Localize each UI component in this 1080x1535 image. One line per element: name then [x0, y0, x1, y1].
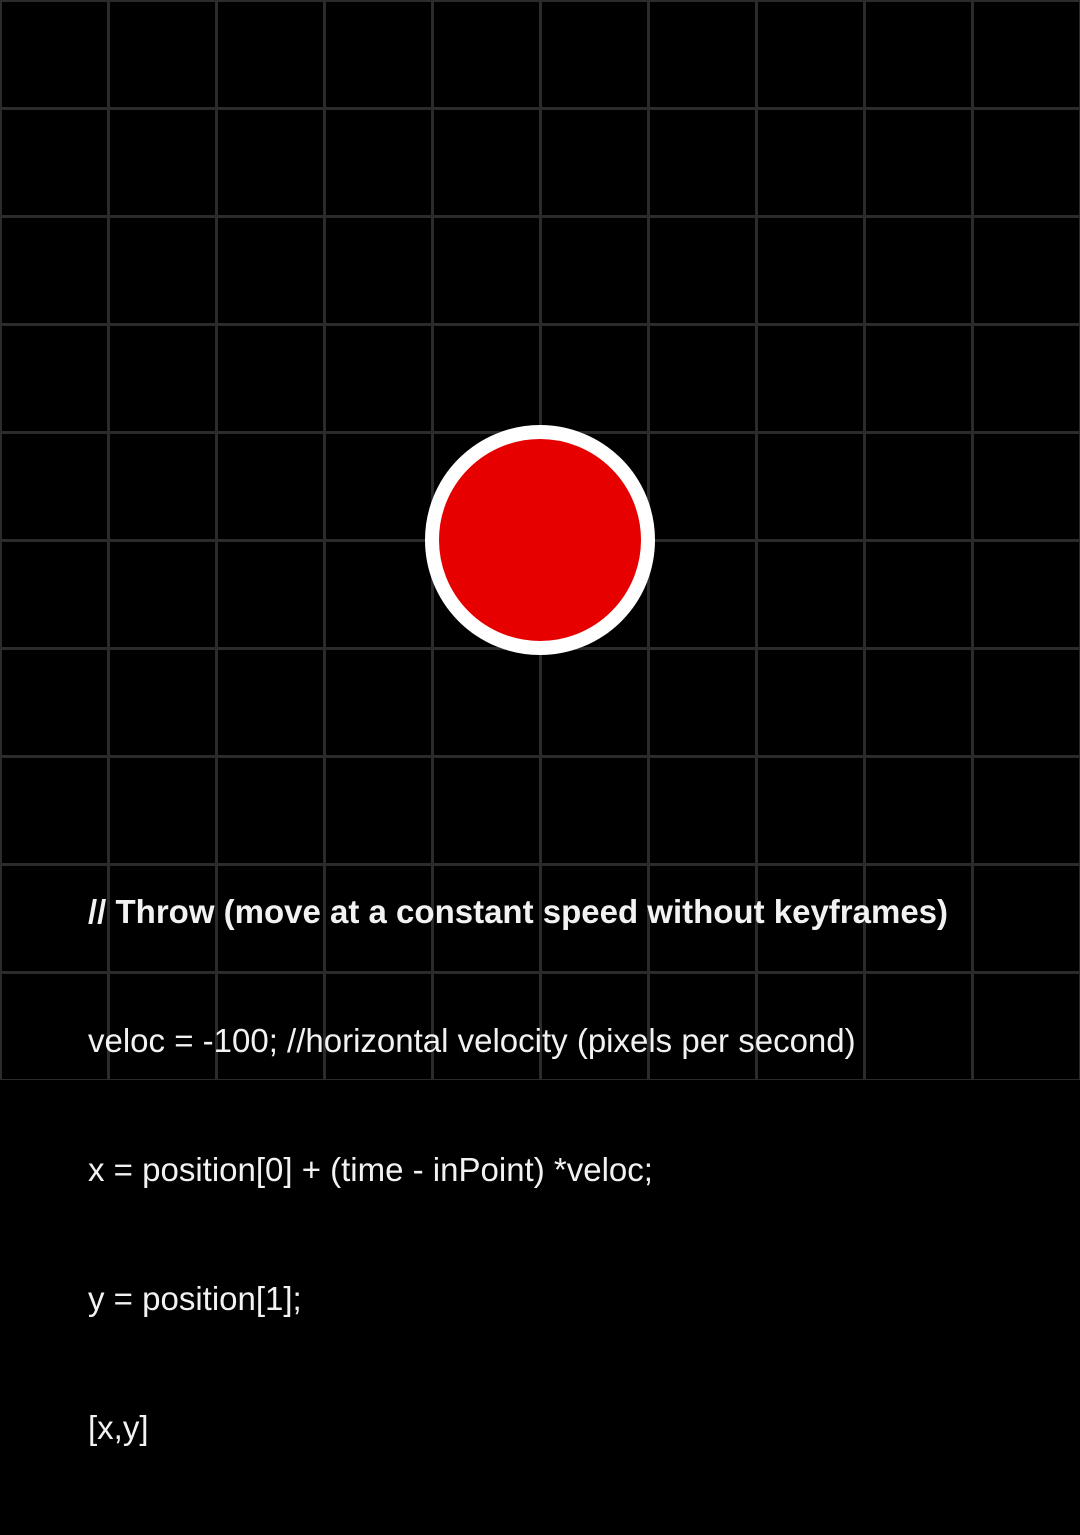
code-line-y: y = position[1];: [88, 1280, 302, 1317]
code-line-x: x = position[0] + (time - inPoint) *velo…: [88, 1151, 653, 1188]
expression-code-block: // Throw (move at a constant speed witho…: [88, 804, 1068, 1535]
code-line-return: [x,y]: [88, 1409, 149, 1446]
code-heading-comment: // Throw (move at a constant speed witho…: [88, 893, 949, 930]
grid-background: // Throw (move at a constant speed witho…: [0, 0, 1080, 1446]
red-ball: [425, 425, 655, 655]
code-line-veloc: veloc = -100; //horizontal velocity (pix…: [88, 1022, 856, 1059]
